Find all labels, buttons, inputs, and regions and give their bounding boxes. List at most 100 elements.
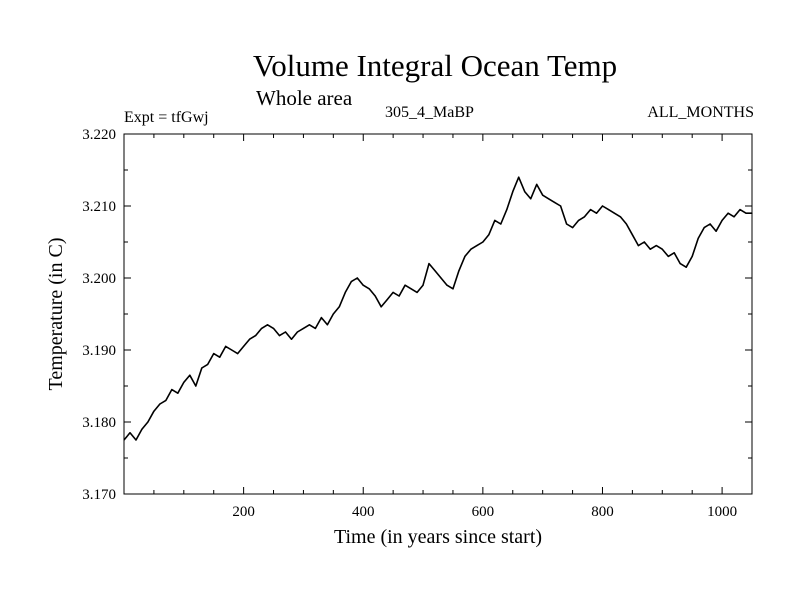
data-point bbox=[201, 367, 203, 369]
months-label: ALL_MONTHS bbox=[647, 104, 754, 121]
data-point bbox=[446, 284, 448, 286]
data-point bbox=[254, 335, 257, 337]
data-point bbox=[308, 324, 311, 326]
data-point bbox=[679, 263, 681, 265]
data-point bbox=[470, 248, 472, 250]
data-point bbox=[607, 209, 610, 211]
data-point bbox=[637, 245, 639, 247]
data-point bbox=[344, 291, 346, 293]
data-point bbox=[631, 234, 633, 236]
data-point bbox=[368, 288, 370, 290]
experiment-code-label: 305_4_MaBP bbox=[385, 104, 474, 121]
data-point bbox=[751, 212, 753, 214]
data-point bbox=[356, 277, 358, 279]
data-point bbox=[739, 209, 741, 211]
data-point bbox=[524, 191, 526, 193]
data-point bbox=[392, 291, 394, 293]
data-point bbox=[548, 198, 550, 200]
data-point bbox=[296, 331, 299, 333]
data-point bbox=[577, 219, 580, 221]
data-point bbox=[655, 245, 657, 247]
data-point bbox=[494, 219, 496, 221]
data-point bbox=[386, 299, 388, 301]
y-axis-label: Temperature (in C) bbox=[45, 238, 67, 391]
data-point bbox=[314, 327, 316, 329]
data-point bbox=[673, 252, 675, 254]
data-point bbox=[123, 439, 125, 441]
data-point bbox=[302, 327, 305, 329]
data-point bbox=[165, 399, 167, 401]
data-point bbox=[482, 241, 484, 243]
data-point bbox=[601, 205, 604, 207]
data-point bbox=[141, 428, 143, 430]
data-point bbox=[404, 284, 406, 286]
x-tick-label: 200 bbox=[232, 504, 255, 520]
data-point bbox=[189, 374, 191, 376]
data-point bbox=[278, 335, 281, 337]
data-point bbox=[530, 198, 532, 200]
data-point bbox=[440, 277, 442, 279]
data-point bbox=[721, 219, 723, 221]
data-point bbox=[583, 216, 586, 218]
data-point bbox=[243, 345, 245, 347]
data-point bbox=[410, 288, 412, 290]
data-point bbox=[207, 363, 209, 365]
data-point bbox=[320, 317, 322, 319]
data-point bbox=[183, 381, 185, 383]
data-point bbox=[326, 324, 328, 326]
data-point bbox=[667, 255, 669, 257]
data-point bbox=[213, 353, 215, 355]
data-point bbox=[260, 327, 263, 329]
data-point bbox=[691, 255, 693, 257]
data-point bbox=[715, 230, 717, 232]
data-point bbox=[272, 327, 275, 329]
data-point bbox=[500, 223, 502, 225]
data-point bbox=[129, 432, 131, 434]
data-point bbox=[703, 227, 705, 229]
data-point bbox=[464, 255, 466, 257]
data-point bbox=[374, 295, 376, 297]
data-point bbox=[649, 248, 651, 250]
x-tick-label: 600 bbox=[472, 504, 495, 520]
data-point bbox=[709, 223, 711, 225]
x-tick-label: 800 bbox=[591, 504, 614, 520]
data-point bbox=[542, 194, 544, 196]
data-point bbox=[153, 410, 155, 412]
data-point bbox=[159, 403, 161, 405]
data-point bbox=[565, 223, 568, 225]
data-point bbox=[290, 338, 293, 340]
data-point bbox=[350, 281, 352, 283]
data-point bbox=[619, 216, 622, 218]
chart-subtitle: Whole area bbox=[256, 86, 353, 110]
data-point bbox=[380, 306, 382, 308]
data-point bbox=[219, 356, 221, 358]
data-point bbox=[398, 295, 400, 297]
data-point bbox=[536, 183, 538, 185]
data-point bbox=[589, 209, 592, 211]
data-point bbox=[135, 439, 137, 441]
series-line bbox=[123, 176, 752, 441]
data-point bbox=[745, 212, 747, 214]
data-point bbox=[332, 313, 334, 315]
data-point bbox=[488, 234, 490, 236]
data-point bbox=[434, 270, 436, 272]
x-axis-label: Time (in years since start) bbox=[334, 526, 542, 548]
x-tick-label: 1000 bbox=[707, 504, 737, 520]
data-point bbox=[512, 191, 514, 193]
data-point bbox=[554, 201, 556, 203]
data-point bbox=[362, 284, 364, 286]
data-point bbox=[476, 245, 478, 247]
data-point bbox=[697, 237, 699, 239]
data-point bbox=[661, 248, 663, 250]
data-point bbox=[506, 209, 508, 211]
data-point bbox=[416, 291, 418, 293]
y-tick-label: 3.170 bbox=[82, 487, 116, 503]
data-point bbox=[643, 241, 645, 243]
data-point bbox=[249, 338, 251, 340]
plot-frame bbox=[123, 133, 753, 495]
data-point bbox=[284, 331, 287, 333]
data-point bbox=[195, 385, 197, 387]
data-point bbox=[338, 306, 340, 308]
data-point bbox=[613, 212, 616, 214]
data-point bbox=[171, 389, 173, 391]
